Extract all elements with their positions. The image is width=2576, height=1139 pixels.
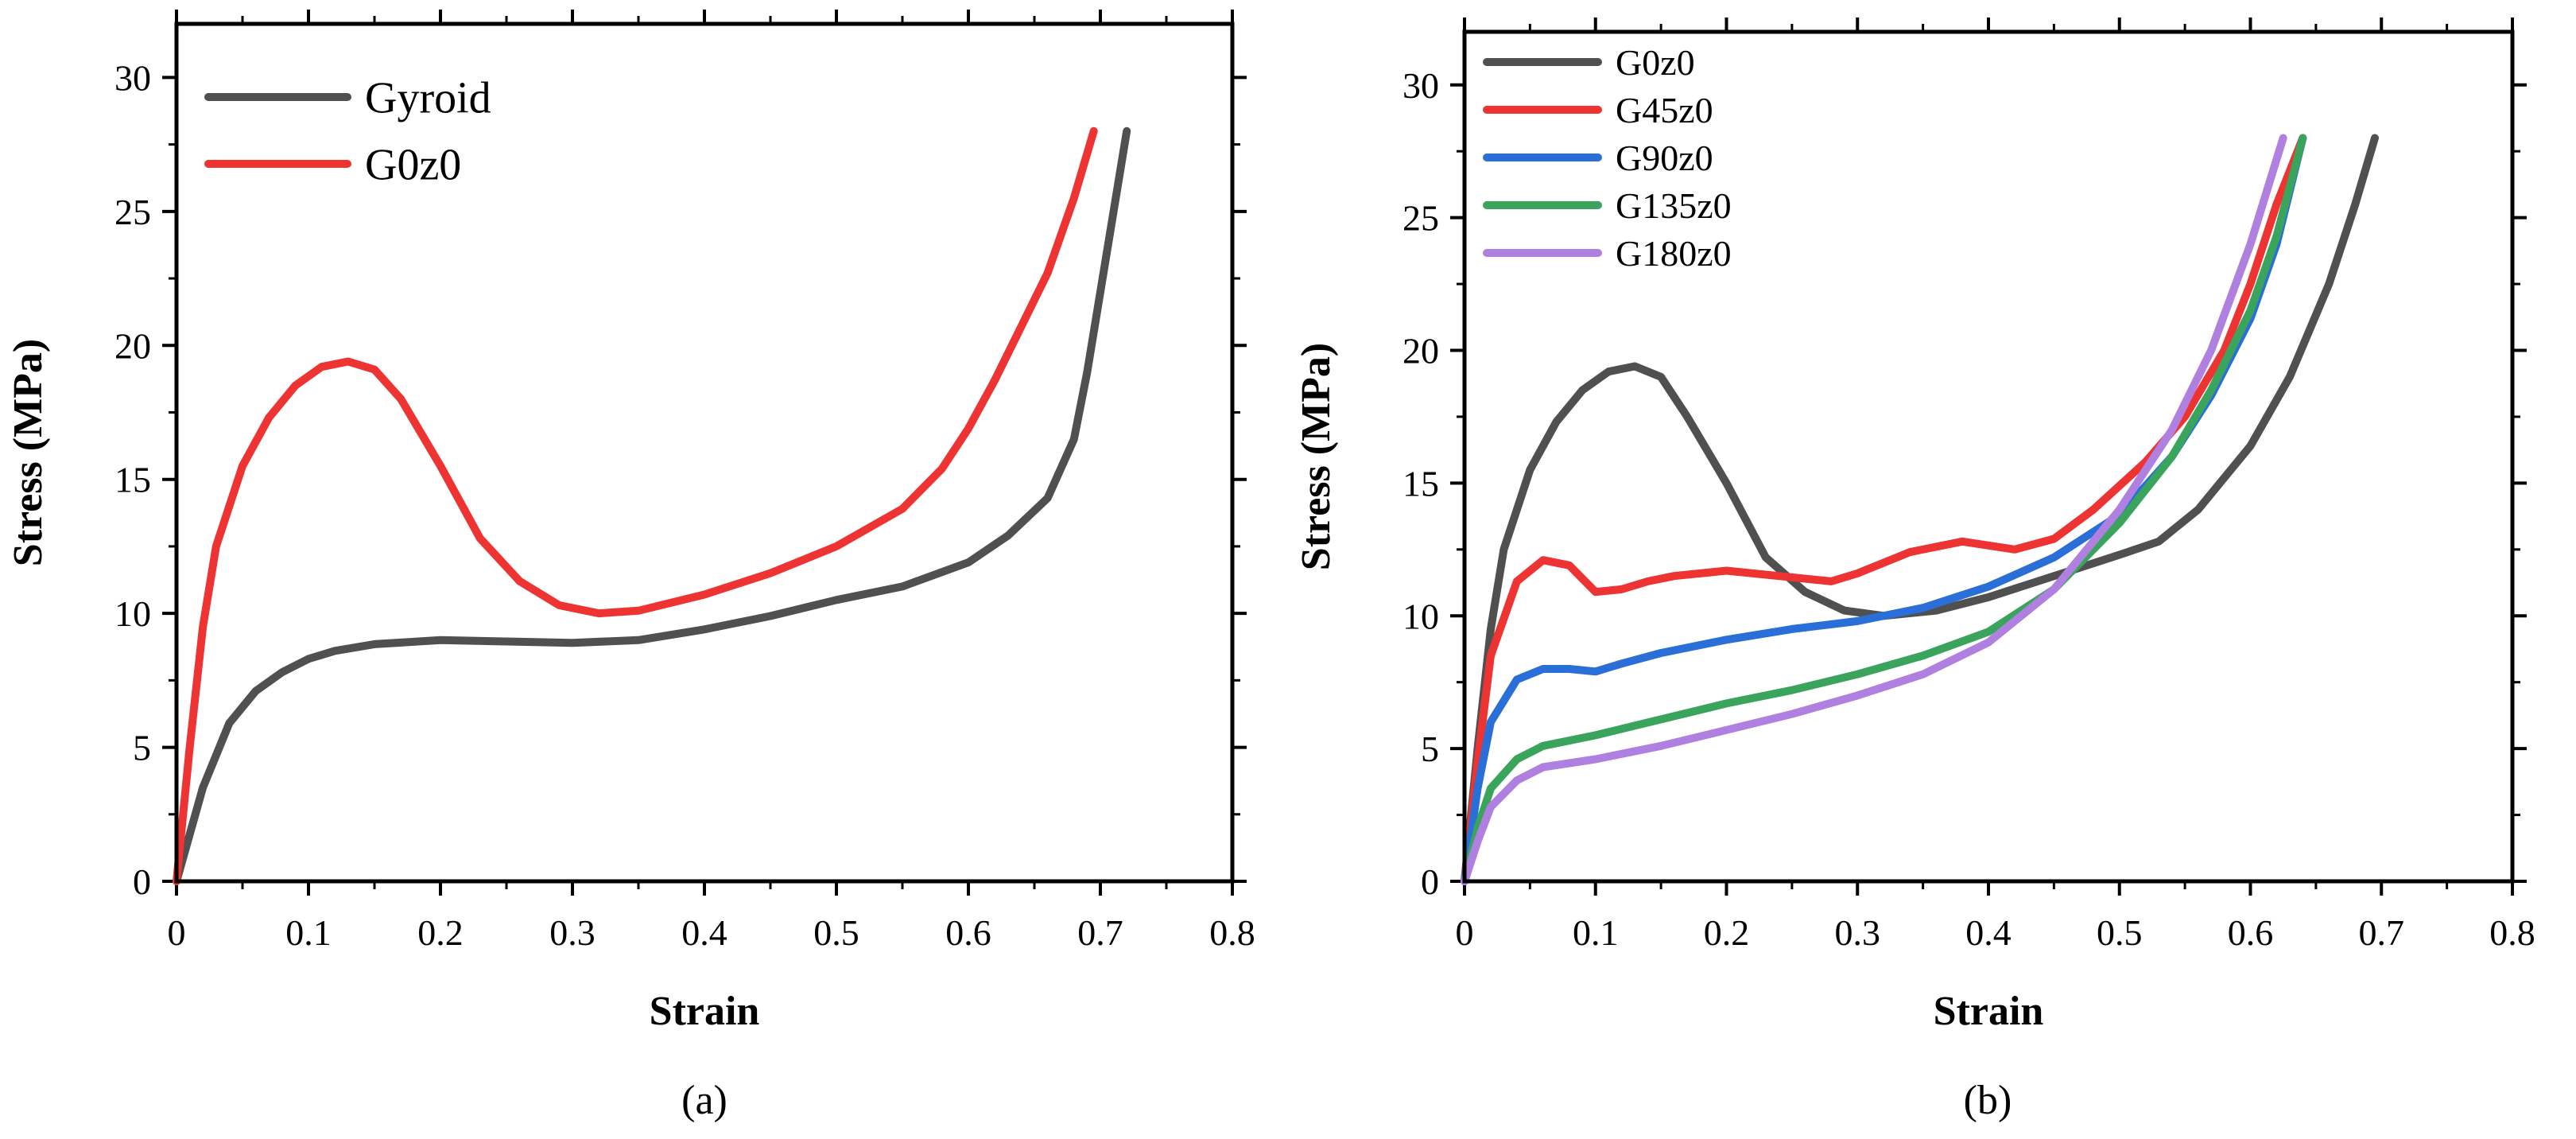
plot-frame-a (174, 21, 1235, 884)
y-axis-title-a: Stress (MPa) (6, 339, 51, 566)
y-tick-label: 25 (114, 192, 151, 232)
y-tick-label: 5 (133, 728, 151, 768)
x-tick-label: 0.8 (1209, 912, 1255, 953)
x-tick-label: 0.3 (1835, 912, 1881, 953)
legend-label: G90z0 (1616, 138, 1713, 178)
panel-b: 0 0.1 0.2 0.3 0.4 0.5 0.6 0.7 0.8 0 5 10 15 20 25 30 S… (1294, 17, 2535, 1123)
y-tick-label: 30 (114, 57, 151, 98)
y-tick-label: 30 (1402, 65, 1439, 106)
y-tick-label: 15 (1402, 463, 1439, 503)
legend-label: G0z0 (1616, 42, 1695, 83)
series-line-G180z0 (1461, 134, 2287, 885)
series-line-G0z0 (173, 126, 1098, 885)
y-tick-label: 10 (114, 593, 151, 634)
series-line-G135z0 (1461, 134, 2307, 885)
legend-label: Gyroid (365, 74, 491, 123)
y-tick-label: 20 (114, 325, 151, 366)
legend-b: G0z0 G45z0 G90z0 G135z0 G180z0 (1483, 42, 1732, 274)
x-tick-label: 0.6 (945, 912, 991, 953)
x-tick-label: 0.8 (2489, 912, 2535, 953)
x-tick-label: 0.4 (1965, 912, 2012, 953)
plot-frame-b (1462, 29, 2515, 884)
y-tick-label: 5 (1421, 729, 1439, 769)
y-tick-label: 0 (1421, 861, 1439, 902)
legend-label: G0z0 (365, 141, 461, 190)
legend-label: G45z0 (1616, 90, 1713, 130)
series-line-G0z0 (1461, 134, 2379, 885)
x-tick-label: 0.6 (2228, 912, 2274, 953)
y-tick-label: 0 (133, 861, 151, 902)
x-axis-title-b: Strain (1934, 989, 2044, 1034)
legend-label: G180z0 (1616, 233, 1732, 274)
x-tick-label: 0.7 (2359, 912, 2405, 953)
legend-a: Gyroid G0z0 (204, 74, 491, 190)
x-tick-label: 0.5 (813, 912, 859, 953)
panel-caption-a: (a) (681, 1078, 727, 1123)
panel-a: 0 0.1 0.2 0.3 0.4 0.5 0.6 0.7 0.8 0 5 10 15 20 25 30 S… (6, 10, 1255, 1123)
x-tick-label: 0.1 (285, 912, 332, 953)
x-tick-label: 0.2 (417, 912, 464, 953)
y-tick-label: 20 (1402, 331, 1439, 371)
y-axis-title-b: Stress (MPa) (1294, 343, 1339, 570)
series-line-G45z0 (1461, 134, 2307, 885)
legend-label: G135z0 (1616, 185, 1732, 226)
x-tick-label: 0 (168, 912, 186, 953)
y-tick-label: 25 (1402, 198, 1439, 239)
x-tick-label: 0.5 (2097, 912, 2143, 953)
x-tick-label: 0 (1456, 912, 1474, 953)
y-tick-label: 10 (1402, 596, 1439, 636)
x-tick-label: 0.1 (1573, 912, 1619, 953)
panel-caption-b: (b) (1964, 1078, 2012, 1123)
x-tick-label: 0.7 (1077, 912, 1123, 953)
x-axis-title-a: Strain (650, 989, 760, 1034)
x-tick-label: 0.4 (681, 912, 727, 953)
y-tick-label: 15 (114, 460, 151, 500)
x-tick-label: 0.2 (1704, 912, 1750, 953)
series-line-Gyroid (173, 126, 1131, 885)
x-tick-label: 0.3 (549, 912, 596, 953)
